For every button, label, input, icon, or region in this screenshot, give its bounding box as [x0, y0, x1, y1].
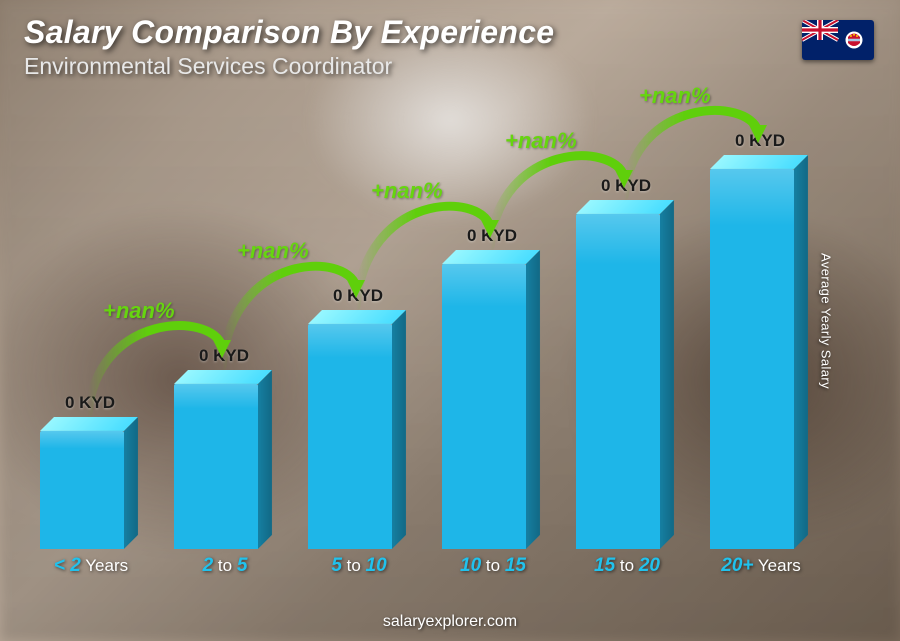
bar-x-label: 10 to 15 [428, 555, 558, 577]
bar-value-label: 0 KYD [432, 226, 552, 246]
bar-x-label: 2 to 5 [160, 555, 290, 577]
delta-label: +nan% [505, 128, 577, 154]
bar-value-label: 0 KYD [30, 393, 150, 413]
bar-value-label: 0 KYD [700, 131, 820, 151]
salary-bar-chart: 0 KYD< 2 Years0 KYD2 to 50 KYD5 to 100 K… [40, 97, 840, 577]
bar-x-label: < 2 Years [26, 555, 156, 577]
bar-side [794, 155, 808, 549]
bar-value-label: 0 KYD [298, 286, 418, 306]
bar-x-label: 15 to 20 [562, 555, 692, 577]
header: Salary Comparison By Experience Environm… [24, 14, 876, 80]
bar-front [710, 169, 794, 549]
bar-top [576, 200, 674, 214]
delta-label: +nan% [237, 238, 309, 264]
delta-label: +nan% [103, 298, 175, 324]
bar-front [576, 214, 660, 549]
bar-x-label: 20+ Years [696, 555, 826, 577]
bar-side [660, 200, 674, 549]
bar-side [124, 417, 138, 549]
page-title: Salary Comparison By Experience [24, 14, 876, 51]
bar-side [258, 370, 272, 549]
bar-top [710, 155, 808, 169]
bar-value-label: 0 KYD [566, 176, 686, 196]
bar-top [40, 417, 138, 431]
bar-top [308, 310, 406, 324]
bar-front [40, 431, 124, 549]
bar-front [308, 324, 392, 549]
bar-top [174, 370, 272, 384]
bar-front [442, 264, 526, 549]
delta-label: +nan% [371, 178, 443, 204]
footer-source: salaryexplorer.com [0, 613, 900, 631]
bar-side [526, 250, 540, 549]
bar-side [392, 310, 406, 549]
delta-label: +nan% [639, 83, 711, 109]
bar-front [174, 384, 258, 549]
bar-value-label: 0 KYD [164, 346, 284, 366]
bar-x-label: 5 to 10 [294, 555, 424, 577]
country-flag-cayman-islands [802, 20, 874, 60]
bar-top [442, 250, 540, 264]
page-subtitle: Environmental Services Coordinator [24, 53, 876, 80]
